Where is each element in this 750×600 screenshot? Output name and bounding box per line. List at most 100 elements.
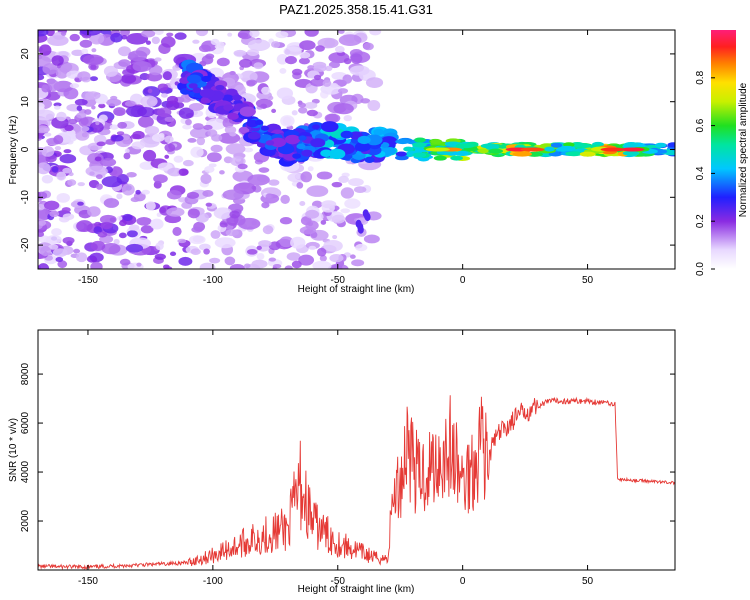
heatmap-cell bbox=[213, 207, 233, 220]
heatmap-cell bbox=[62, 236, 75, 244]
heatmap-cell bbox=[38, 154, 46, 164]
heatmap-cell bbox=[202, 189, 214, 197]
heatmap-cell bbox=[210, 230, 221, 239]
heatmap-cell bbox=[126, 172, 137, 178]
heatmap-cell bbox=[131, 141, 146, 150]
heatmap-cell bbox=[207, 129, 218, 137]
heatmap-cell bbox=[364, 156, 375, 163]
heatmap-cell bbox=[113, 238, 120, 245]
heatmap-cell bbox=[310, 138, 326, 148]
snr-y-tick-label: 6000 bbox=[20, 412, 31, 435]
colorbar-tick-label: 0.2 bbox=[695, 214, 706, 228]
heatmap-cell bbox=[227, 112, 239, 120]
spectrogram-x-tick-label: 0 bbox=[460, 275, 466, 286]
heatmap-cell bbox=[91, 48, 97, 53]
heatmap-cell bbox=[53, 102, 62, 107]
heatmap-cell bbox=[41, 146, 55, 157]
colorbar-ticks: 0.0 0.2 0.4 0.6 0.8 bbox=[695, 70, 715, 276]
heatmap-cell bbox=[132, 130, 145, 140]
heatmap-cell bbox=[38, 74, 45, 81]
heatmap-cell bbox=[284, 49, 291, 55]
heatmap-cell bbox=[56, 111, 67, 122]
heatmap-cell bbox=[265, 140, 275, 146]
heatmap-cell bbox=[247, 174, 270, 186]
snr-y-tick-label: 2000 bbox=[20, 509, 31, 532]
spectrogram-x-tick-label: 50 bbox=[582, 275, 594, 286]
heatmap-cell bbox=[38, 30, 49, 37]
heatmap-cell bbox=[201, 75, 211, 83]
heatmap-cell bbox=[298, 102, 306, 108]
heatmap-cell bbox=[76, 105, 83, 111]
heatmap-cell bbox=[141, 30, 156, 38]
heatmap-cell bbox=[43, 132, 52, 137]
heatmap-cell bbox=[120, 30, 130, 37]
heatmap-cell bbox=[450, 155, 463, 161]
heatmap-cell bbox=[270, 137, 286, 148]
heatmap-cell bbox=[322, 79, 332, 87]
heatmap-cell bbox=[140, 95, 158, 108]
heatmap-cell bbox=[137, 116, 154, 128]
heatmap-cell bbox=[199, 88, 215, 98]
heatmap-cell bbox=[279, 67, 287, 74]
heatmap-cell bbox=[110, 95, 118, 101]
heatmap-cell bbox=[77, 71, 91, 81]
heatmap-cell bbox=[313, 74, 322, 81]
heatmap-cell bbox=[321, 200, 337, 209]
heatmap-cell bbox=[116, 193, 123, 200]
spectrogram-x-label: Height of straight line (km) bbox=[298, 284, 415, 295]
heatmap-cell bbox=[101, 176, 123, 188]
heatmap-cell bbox=[291, 260, 302, 269]
heatmap-cell bbox=[477, 148, 490, 154]
heatmap-cell bbox=[350, 53, 363, 64]
heatmap-cell bbox=[239, 106, 256, 117]
heatmap-cell bbox=[298, 254, 315, 266]
heatmap-cell bbox=[190, 146, 204, 158]
heatmap-cell bbox=[45, 235, 62, 244]
heatmap-cell bbox=[280, 194, 290, 205]
heatmap-cell bbox=[67, 179, 77, 186]
heatmap-cell bbox=[313, 64, 327, 72]
heatmap-cell bbox=[164, 154, 170, 159]
heatmap-peak bbox=[620, 147, 645, 152]
heatmap-cell bbox=[367, 99, 381, 111]
heatmap-cell bbox=[348, 178, 364, 187]
heatmap-cell bbox=[323, 239, 343, 252]
heatmap-cell bbox=[186, 191, 200, 199]
heatmap-cell bbox=[76, 112, 87, 119]
heatmap-cell bbox=[153, 174, 168, 184]
heatmap-cell bbox=[38, 102, 45, 110]
heatmap-cell bbox=[158, 133, 165, 138]
heatmap-cell bbox=[117, 121, 128, 129]
heatmap-cell bbox=[199, 262, 216, 269]
heatmap-cell bbox=[544, 146, 555, 152]
heatmap-cell bbox=[89, 76, 99, 82]
heatmap-cell bbox=[90, 240, 106, 251]
heatmap-cell bbox=[116, 131, 125, 136]
heatmap-cell bbox=[251, 259, 268, 269]
heatmap-cell bbox=[349, 254, 356, 259]
heatmap-cell bbox=[201, 55, 214, 65]
heatmap-cell bbox=[310, 78, 326, 87]
heatmap-cell bbox=[95, 121, 100, 126]
heatmap-cell bbox=[210, 38, 220, 46]
heatmap-cell bbox=[340, 187, 355, 199]
heatmap-cell bbox=[93, 226, 103, 235]
heatmap-cell bbox=[164, 116, 175, 123]
heatmap-cell bbox=[365, 134, 383, 146]
heatmap-cell bbox=[209, 257, 221, 264]
heatmap-cell bbox=[353, 186, 367, 194]
heatmap-cell bbox=[71, 49, 85, 57]
heatmap-cell bbox=[296, 143, 306, 150]
heatmap-cell bbox=[53, 134, 64, 145]
heatmap-peak bbox=[600, 147, 625, 152]
heatmap-cell bbox=[291, 68, 303, 76]
heatmap-cell bbox=[298, 57, 310, 65]
heatmap-cell bbox=[98, 103, 106, 109]
heatmap-cell bbox=[74, 77, 80, 82]
heatmap-cell bbox=[237, 32, 249, 38]
heatmap-cell bbox=[56, 171, 67, 181]
heatmap-cell bbox=[81, 91, 95, 101]
heatmap-cell bbox=[238, 58, 253, 68]
heatmap-cell bbox=[122, 213, 133, 222]
heatmap-cell bbox=[360, 98, 371, 104]
